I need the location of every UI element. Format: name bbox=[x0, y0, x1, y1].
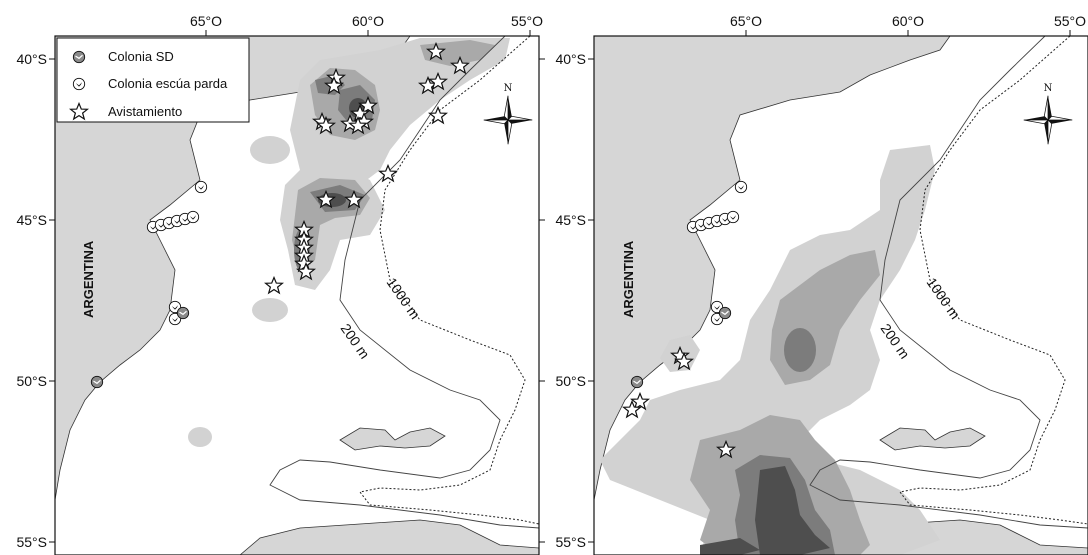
legend-label-sighting: Avistamiento bbox=[108, 104, 182, 119]
map-panel-left: N ARGENTINA 1000 m 200 m Colonia SD Colo… bbox=[16, 13, 545, 555]
isobath-200-line bbox=[269, 36, 539, 529]
compass-left: N bbox=[483, 83, 533, 145]
compass-right: N bbox=[1023, 83, 1073, 145]
country-label: ARGENTINA bbox=[621, 240, 636, 318]
map-panel-right: N ARGENTINA 1000 m 200 m 65°O 60°O 55°O … bbox=[555, 13, 1088, 555]
malvinas-islands bbox=[879, 427, 986, 451]
north-label: N bbox=[504, 83, 513, 94]
legend-label-colony-sd: Colonia SD bbox=[108, 49, 174, 64]
isobath-200-line bbox=[809, 36, 1088, 529]
isobath-1000-line bbox=[359, 36, 539, 525]
country-label: ARGENTINA bbox=[81, 240, 96, 318]
lat-label: 50°S bbox=[555, 373, 586, 389]
lon-label: 65°O bbox=[730, 13, 762, 29]
lon-label: 60°O bbox=[892, 13, 924, 29]
legend-label-colony-skua: Colonia escúa parda bbox=[108, 76, 228, 91]
lat-label: 45°S bbox=[555, 212, 586, 228]
land-tierra-del-fuego bbox=[239, 519, 539, 555]
lon-label: 55°O bbox=[511, 13, 543, 29]
lat-label: 50°S bbox=[16, 373, 47, 389]
malvinas-islands bbox=[339, 427, 446, 451]
isobath-1000-line bbox=[899, 36, 1088, 525]
density-surface bbox=[600, 145, 940, 555]
lat-label: 45°S bbox=[16, 212, 47, 228]
lat-label: 40°S bbox=[555, 51, 586, 67]
lon-label: 65°O bbox=[190, 13, 222, 29]
lon-label: 60°O bbox=[352, 13, 384, 29]
lat-label: 55°S bbox=[555, 534, 586, 550]
colony-skua-icon bbox=[72, 77, 86, 91]
lon-label: 55°O bbox=[1054, 13, 1086, 29]
colony-sd-icon bbox=[72, 50, 86, 64]
lat-label: 40°S bbox=[16, 51, 47, 67]
north-label: N bbox=[1044, 83, 1053, 94]
lat-label: 55°S bbox=[16, 534, 47, 550]
legend: Colonia SD Colonia escúa parda Avistamie… bbox=[56, 37, 250, 123]
